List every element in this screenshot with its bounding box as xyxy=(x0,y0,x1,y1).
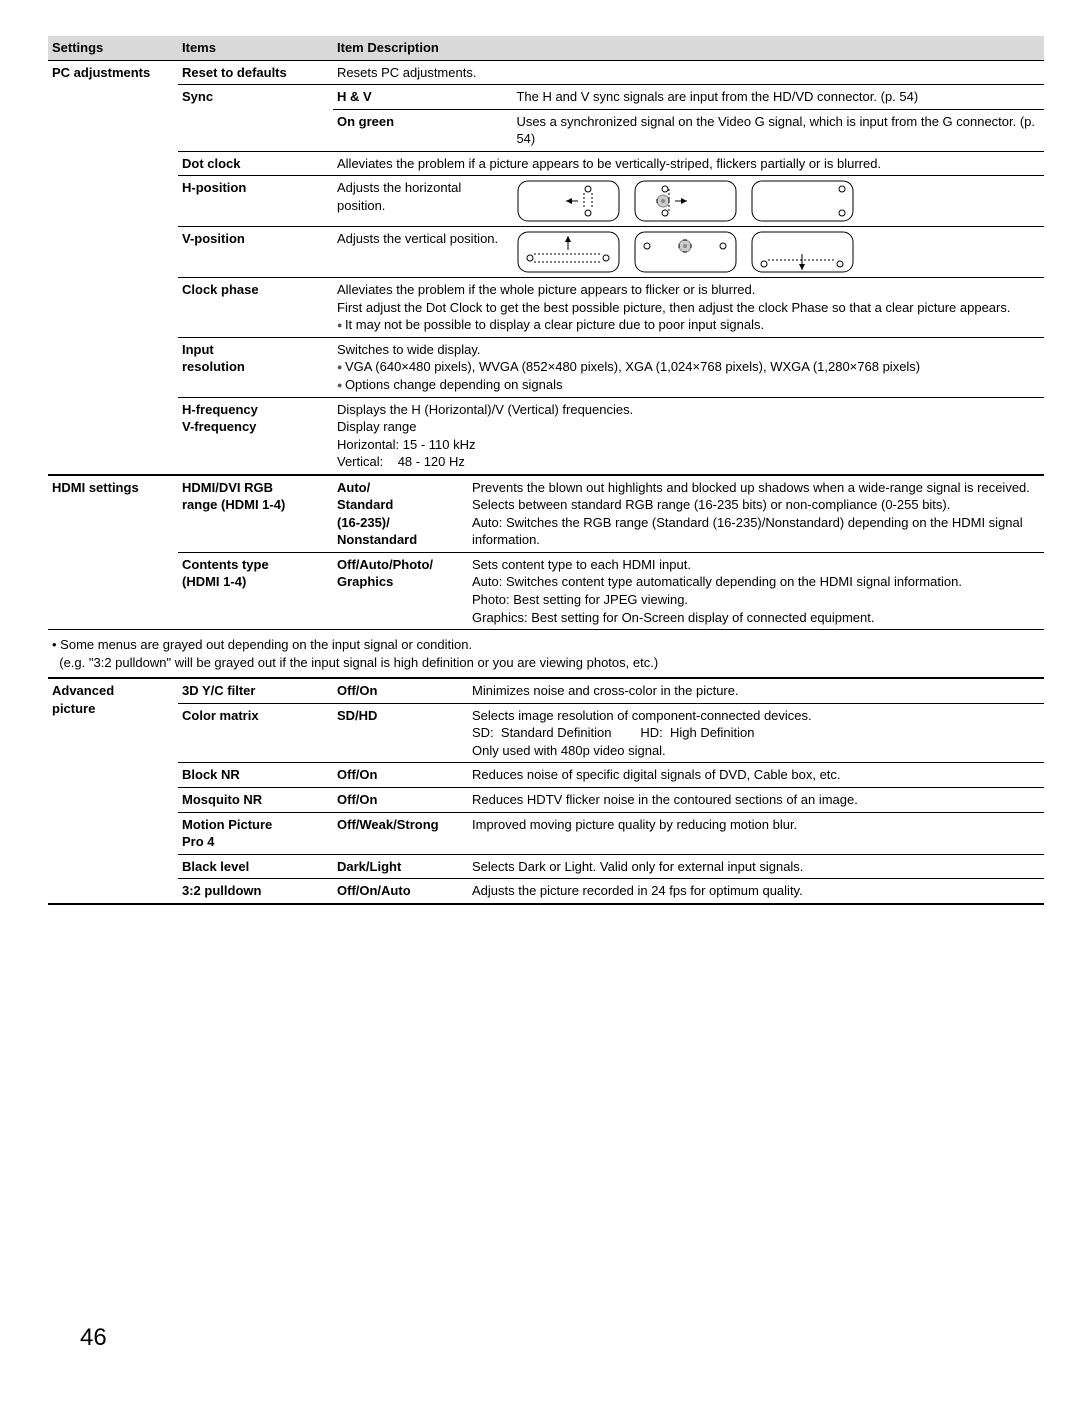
opt-blacklevel: Dark/Light xyxy=(333,854,468,879)
opt-colormatrix: SD/HD xyxy=(333,703,468,763)
diagram-hposition xyxy=(512,176,1044,227)
table-bottom-border xyxy=(48,904,1044,905)
desc-clockphase: Alleviates the problem if the whole pict… xyxy=(333,278,1044,338)
item-blacklevel: Black level xyxy=(178,854,333,879)
desc-clockphase-2: First adjust the Dot Clock to get the be… xyxy=(337,300,1010,315)
desc-hposition: Adjusts the horizontal position. xyxy=(333,176,512,227)
diagram-vposition xyxy=(512,227,1044,278)
header-item-description: Item Description xyxy=(333,36,1044,60)
item-inputres: Input resolution xyxy=(178,337,333,397)
desc-hvfreq-3: Horizontal: 15 - 110 kHz xyxy=(337,437,476,452)
row-hvfreq: H-frequency V-frequency Displays the H (… xyxy=(48,397,1044,474)
row-blacklevel: Black level Dark/Light Selects Dark or L… xyxy=(48,854,1044,879)
header-items: Items xyxy=(178,36,333,60)
desc-mosquitonr: Reduces HDTV flicker noise in the contou… xyxy=(468,787,1044,812)
row-inputres: Input resolution Switches to wide displa… xyxy=(48,337,1044,397)
desc-dotclock: Alleviates the problem if a picture appe… xyxy=(333,151,1044,176)
opt-pulldown: Off/On/Auto xyxy=(333,879,468,904)
desc-colormatrix: Selects image resolution of component-co… xyxy=(468,703,1044,763)
vposition-diagram-3-icon xyxy=(750,230,855,274)
opt-hdmi-range: Auto/ Standard (16-235)/ Nonstandard xyxy=(333,475,468,553)
desc-hdmi-contents: Sets content type to each HDMI input. Au… xyxy=(468,552,1044,629)
item-motionpicture: Motion Picture Pro 4 xyxy=(178,812,333,854)
row-hdmi-range: HDMI settings HDMI/DVI RGB range (HDMI 1… xyxy=(48,475,1044,553)
desc-hvfreq-2: Display range xyxy=(337,419,417,434)
row-dotclock: Dot clock Alleviates the problem if a pi… xyxy=(48,151,1044,176)
opt-motionpicture: Off/Weak/Strong xyxy=(333,812,468,854)
desc-inputres: Switches to wide display. VGA (640×480 p… xyxy=(333,337,1044,397)
item-colormatrix: Color matrix xyxy=(178,703,333,763)
note-row: • Some menus are grayed out depending on… xyxy=(48,630,1044,678)
desc-hdmi-range: Prevents the blown out highlights and bl… xyxy=(468,475,1044,553)
vposition-diagram-2-icon xyxy=(633,230,738,274)
desc-clockphase-3: It may not be possible to display a clea… xyxy=(337,317,764,332)
item-pulldown: 3:2 pulldown xyxy=(178,879,333,904)
opt-blocknr: Off/On xyxy=(333,763,468,788)
hdmi-table: HDMI settings HDMI/DVI RGB range (HDMI 1… xyxy=(48,474,1044,677)
hposition-diagram-2-icon xyxy=(633,179,738,223)
opt-ycfilter: Off/On xyxy=(333,678,468,703)
item-hvfreq: H-frequency V-frequency xyxy=(178,397,333,474)
item-ycfilter: 3D Y/C filter xyxy=(178,678,333,703)
row-sync-hv: Sync H & V The H and V sync signals are … xyxy=(48,85,1044,110)
row-hdmi-contents: Contents type (HDMI 1-4) Off/Auto/Photo/… xyxy=(48,552,1044,629)
advanced-table: Advanced picture 3D Y/C filter Off/On Mi… xyxy=(48,677,1044,904)
item-hposition: H-position xyxy=(178,176,333,227)
item-mosquitonr: Mosquito NR xyxy=(178,787,333,812)
opt-mosquitonr: Off/On xyxy=(333,787,468,812)
opt-hv: H & V xyxy=(333,85,512,110)
row-hposition: H-position Adjusts the horizontal positi… xyxy=(48,176,1044,227)
table-header-row: Settings Items Item Description xyxy=(48,36,1044,60)
hposition-diagram-1-icon xyxy=(516,179,621,223)
item-hdmi-contents: Contents type (HDMI 1-4) xyxy=(178,552,333,629)
desc-blacklevel: Selects Dark or Light. Valid only for ex… xyxy=(468,854,1044,879)
item-blocknr: Block NR xyxy=(178,763,333,788)
desc-motionpicture: Improved moving picture quality by reduc… xyxy=(468,812,1044,854)
desc-vposition: Adjusts the vertical position. xyxy=(333,227,512,278)
hposition-diagram-3-icon xyxy=(750,179,855,223)
opt-hdmi-contents: Off/Auto/Photo/ Graphics xyxy=(333,552,468,629)
settings-advanced: Advanced picture xyxy=(48,678,178,903)
row-mosquitonr: Mosquito NR Off/On Reduces HDTV flicker … xyxy=(48,787,1044,812)
row-ycfilter: Advanced picture 3D Y/C filter Off/On Mi… xyxy=(48,678,1044,703)
desc-hvfreq-1: Displays the H (Horizontal)/V (Vertical)… xyxy=(337,402,633,417)
desc-ongreen: Uses a synchronized signal on the Video … xyxy=(512,109,1044,151)
note-text: • Some menus are grayed out depending on… xyxy=(48,630,1044,678)
desc-hvfreq: Displays the H (Horizontal)/V (Vertical)… xyxy=(333,397,1044,474)
row-blocknr: Block NR Off/On Reduces noise of specifi… xyxy=(48,763,1044,788)
row-vposition: V-position Adjusts the vertical position… xyxy=(48,227,1044,278)
settings-pc-adjustments: PC adjustments xyxy=(48,60,178,474)
vposition-diagram-1-icon xyxy=(516,230,621,274)
row-reset-defaults: PC adjustments Reset to defaults Resets … xyxy=(48,60,1044,85)
header-settings: Settings xyxy=(48,36,178,60)
opt-ongreen: On green xyxy=(333,109,512,151)
desc-hvfreq-4: Vertical: 48 - 120 Hz xyxy=(337,454,465,469)
page-number: 46 xyxy=(80,1324,107,1352)
item-clockphase: Clock phase xyxy=(178,278,333,338)
row-motionpicture: Motion Picture Pro 4 Off/Weak/Strong Imp… xyxy=(48,812,1044,854)
desc-inputres-1: Switches to wide display. xyxy=(337,342,481,357)
item-sync: Sync xyxy=(178,85,333,152)
desc-pulldown: Adjusts the picture recorded in 24 fps f… xyxy=(468,879,1044,904)
item-vposition: V-position xyxy=(178,227,333,278)
desc-inputres-3: Options change depending on signals xyxy=(337,377,563,392)
row-pulldown: 3:2 pulldown Off/On/Auto Adjusts the pic… xyxy=(48,879,1044,904)
settings-hdmi: HDMI settings xyxy=(48,475,178,630)
item-hdmi-range: HDMI/DVI RGB range (HDMI 1-4) xyxy=(178,475,333,553)
row-clockphase: Clock phase Alleviates the problem if th… xyxy=(48,278,1044,338)
row-colormatrix: Color matrix SD/HD Selects image resolut… xyxy=(48,703,1044,763)
desc-hv: The H and V sync signals are input from … xyxy=(512,85,1044,110)
desc-reset-defaults: Resets PC adjustments. xyxy=(333,60,1044,85)
item-reset-defaults: Reset to defaults xyxy=(178,60,333,85)
desc-inputres-2: VGA (640×480 pixels), WVGA (852×480 pixe… xyxy=(337,359,920,374)
settings-table: Settings Items Item Description PC adjus… xyxy=(48,36,1044,474)
item-dotclock: Dot clock xyxy=(178,151,333,176)
desc-ycfilter: Minimizes noise and cross-color in the p… xyxy=(468,678,1044,703)
desc-clockphase-1: Alleviates the problem if the whole pict… xyxy=(337,282,755,297)
desc-blocknr: Reduces noise of specific digital signal… xyxy=(468,763,1044,788)
